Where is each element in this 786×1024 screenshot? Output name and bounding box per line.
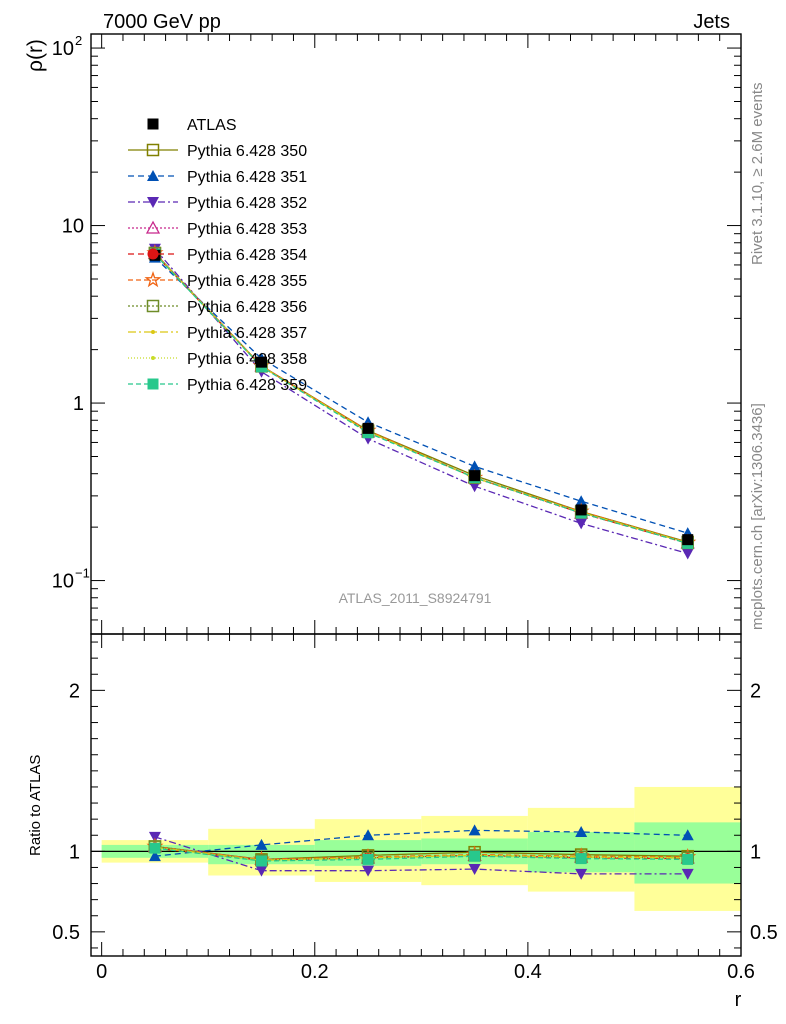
series-point-1 [362,829,375,841]
y-tick-label-exponent: −1 [75,566,90,581]
series-point-1 [255,838,268,850]
legend-label: Pythia 6.428 353 [187,221,307,238]
x-tick-label: 0.4 [514,961,542,983]
series-point-9 [149,842,161,854]
legend-marker [151,356,155,360]
y-tick-label: 10 [52,38,74,60]
series-line-2 [154,836,688,875]
series-point-9 [682,853,694,865]
series-point-1 [575,826,588,838]
legend-label: Pythia 6.428 355 [187,273,307,290]
series-line-7 [154,253,688,544]
series-line-6 [154,252,688,544]
rivet-label: Rivet 3.1.10, ≥ 2.6M events [749,83,766,266]
series-point-1 [468,824,481,836]
data-point [469,470,481,482]
series-point-2 [681,868,694,880]
series-point-2 [148,831,161,843]
watermark: ATLAS_2011_S8924791 [339,590,492,606]
ratio-ylabel: Ratio to ATLAS [27,755,44,856]
mcplots-label: mcplots.cern.ch [arXiv:1306.3436] [749,403,766,630]
series-line-9 [154,253,688,545]
legend-marker [151,330,155,334]
ratio-y-tick-label: 0.5 [52,922,80,944]
series-point-9 [255,855,267,867]
ratio-y-tick-label-right: 0.5 [750,922,778,944]
legend-label: Pythia 6.428 352 [187,195,307,212]
ratio-frame [90,633,742,957]
series-line-4 [154,253,688,545]
legend-marker [145,220,161,234]
legend-marker [147,118,159,130]
series-point-2 [255,865,268,877]
series-line-8 [154,846,688,861]
series-point-9 [575,853,587,865]
series-line-4 [154,847,688,861]
series-point-1 [468,460,481,472]
legend-label: Pythia 6.428 358 [187,351,307,368]
series-point-9 [362,853,374,865]
data-point [575,504,587,516]
series-point-1 [148,850,161,862]
series-line-5 [154,845,688,861]
y-tick-label: 10 [52,571,74,593]
legend-marker [144,270,162,288]
legend-label: ATLAS [187,117,237,134]
series-line-5 [154,252,688,544]
legend-label: Pythia 6.428 354 [187,247,307,264]
ratio-y-tick-label: 1 [69,841,80,863]
series-point-9 [469,850,481,862]
header-right: Jets [693,11,730,33]
series-point-1 [575,495,588,507]
legend-marker [146,143,160,157]
series-point-2 [681,548,694,560]
data-point [362,422,374,434]
series-point-2 [468,864,481,876]
series-point-2 [575,518,588,530]
x-tick-label: 0.2 [301,961,329,983]
series-point-2 [468,481,481,493]
series-line-1 [154,829,688,857]
data-point [255,356,267,368]
header-left: 7000 GeV pp [103,11,221,33]
series-point-2 [575,868,588,880]
legend-label: Pythia 6.428 351 [187,169,307,186]
ratio-panel: 0 0.2 0.4 0.6 0.5 0.5 1 1 2 2 [52,633,778,983]
legend-label: Pythia 6.428 359 [187,377,307,394]
ratio-y-tick-label: 2 [69,680,80,702]
legend-label: Pythia 6.428 356 [187,299,307,316]
series-point-1 [681,829,694,841]
legend-marker [147,248,159,260]
series-line-3 [154,252,688,544]
ratio-y-tick-label-right: 1 [750,841,761,863]
series-line-1 [154,257,688,534]
series-point-2 [362,865,375,877]
x-axis-label: r [735,989,742,1011]
main-ylabel: ρ(r) [24,39,47,72]
series-line-0 [154,252,688,543]
legend-marker [147,378,159,390]
y-tick-label: 10 [62,216,84,238]
x-tick-label: 0.6 [727,961,755,983]
legend-marker [146,299,160,313]
legend-label: Pythia 6.428 350 [187,143,307,160]
data-point [682,534,694,546]
x-tick-label: 0 [96,961,107,983]
legend-label: Pythia 6.428 357 [187,325,307,342]
legend: ATLAS Pythia 6.428 350 Pythia 6.428 351 Pyt… [128,117,307,394]
ratio-y-tick-label-right: 2 [750,680,761,702]
y-tick-label-exponent: 2 [75,33,82,48]
series-line-8 [154,253,688,544]
legend-marker [147,197,159,208]
series-line-2 [154,248,688,555]
legend-marker [147,170,159,181]
y-tick-label: 1 [73,393,84,415]
series-line-9 [154,847,688,862]
